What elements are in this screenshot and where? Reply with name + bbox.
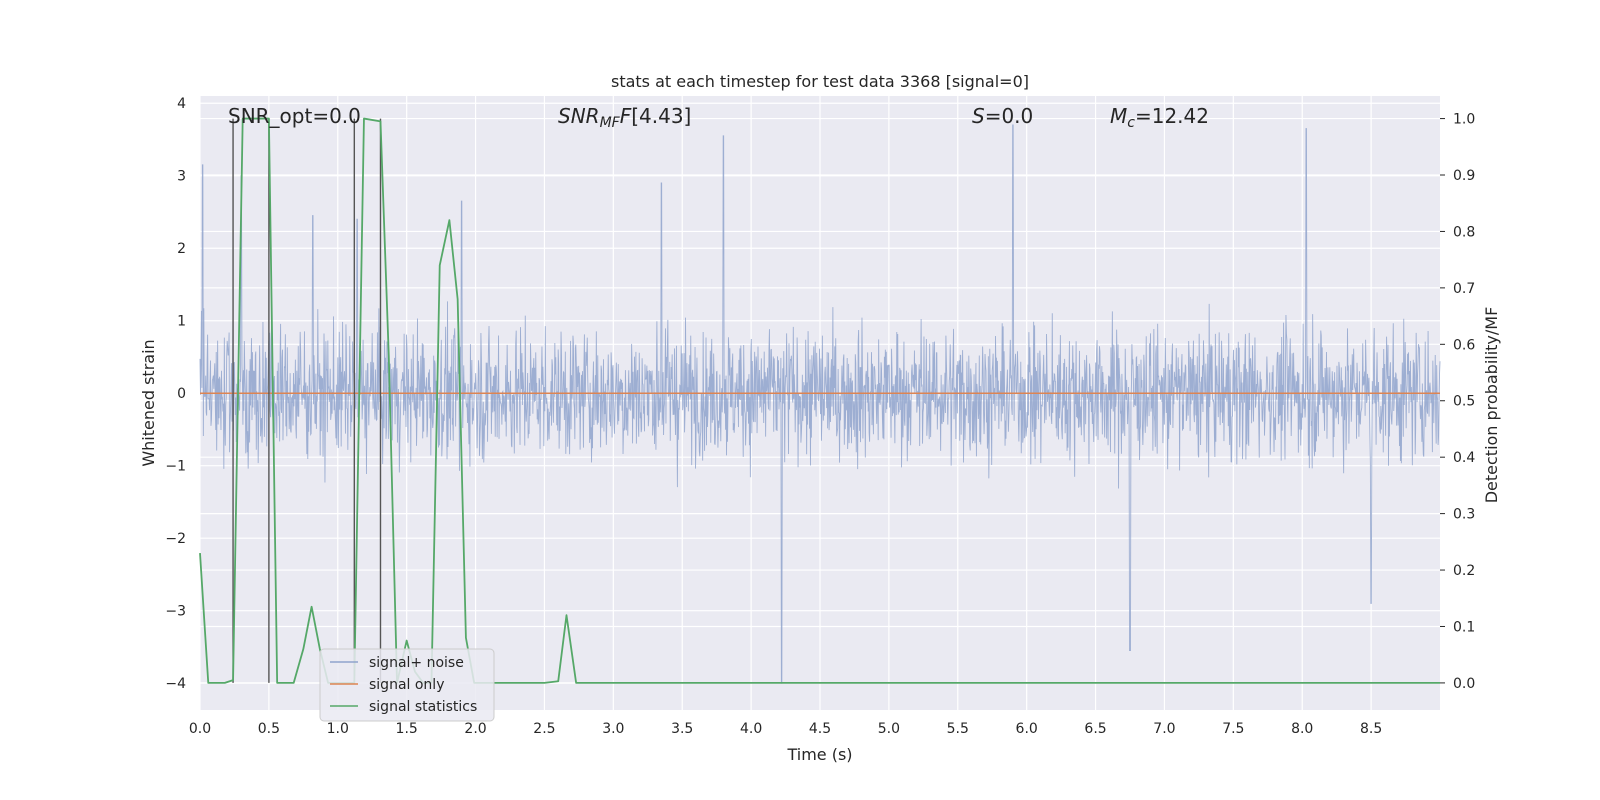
x-tick-label: 7.0 — [1153, 721, 1175, 737]
y-right-tick-label: 0.5 — [1453, 394, 1475, 410]
y-right-tick-label: 0.0 — [1453, 676, 1475, 692]
snr-mf-annotation: SNRMFF[4.43] — [558, 104, 691, 131]
y-left-tick-label: −2 — [165, 531, 186, 547]
s-value: =0.0 — [985, 104, 1034, 128]
y-left-tick-label: −4 — [165, 676, 186, 692]
y-left-tick-label: 4 — [177, 96, 186, 112]
mc-value: =12.42 — [1135, 104, 1209, 128]
y-right-tick-label: 0.6 — [1453, 337, 1475, 353]
x-tick-label: 8.5 — [1360, 721, 1382, 737]
x-tick-label: 2.5 — [533, 721, 555, 737]
y-right-tick-label: 0.4 — [1453, 450, 1475, 466]
y-right-tick-label: 1.0 — [1453, 112, 1475, 128]
x-tick-label: 5.5 — [947, 721, 969, 737]
x-tick-label: 7.5 — [1222, 721, 1244, 737]
plot-lines — [199, 117, 1440, 684]
y-left-tick-label: −3 — [165, 604, 186, 620]
y-right-tick-label: 0.1 — [1453, 619, 1475, 635]
x-tick-label: 8.0 — [1291, 721, 1313, 737]
x-tick-label: 6.5 — [1084, 721, 1106, 737]
x-axis-label: Time (s) — [786, 745, 852, 764]
y-left-tick-label: 0 — [177, 386, 186, 402]
x-tick-label: 0.5 — [258, 721, 280, 737]
snr-mf-value: [4.43] — [631, 104, 691, 128]
x-tick-label: 2.0 — [464, 721, 486, 737]
snr-opt-annotation: SNR_opt=0.0 — [228, 104, 361, 128]
s-annotation: S=0.0 — [972, 104, 1033, 128]
signal-statistics-line — [199, 117, 1440, 684]
x-tick-label: 4.5 — [809, 721, 831, 737]
legend: signal+ noise signal only signal statist… — [319, 648, 495, 722]
x-tick-label: 4.0 — [740, 721, 762, 737]
legend-label-signal-only: signal only — [369, 677, 444, 693]
y-right-tick-label: 0.2 — [1453, 563, 1475, 579]
legend-box — [319, 648, 495, 722]
signal-noise-series — [199, 124, 1441, 684]
y-left-tick-label: 1 — [177, 314, 186, 330]
x-tick-label: 3.0 — [602, 721, 624, 737]
x-tick-label: 3.5 — [671, 721, 693, 737]
y-right-tick-label: 0.8 — [1453, 224, 1475, 240]
y-right-tick-label: 0.7 — [1453, 281, 1475, 297]
y-left-tick-label: 2 — [177, 241, 186, 257]
mc-annotation: Mc=12.42 — [1110, 104, 1209, 131]
x-tick-label: 1.5 — [396, 721, 418, 737]
chart-title: stats at each timestep for test data 336… — [611, 72, 1029, 91]
axis-ticks: 0.0 0.5 1.0 1.5 2.0 2.5 3.0 3.5 4.0 4.5 5.0 5.5 6.0 6… — [165, 96, 1475, 737]
legend-label-signal-statistics: signal statistics — [369, 699, 477, 715]
y-right-tick-label: 0.3 — [1453, 507, 1475, 523]
y-axis-right-label: Detection probability/MF — [1482, 307, 1501, 504]
x-tick-label: 0.0 — [189, 721, 211, 737]
x-tick-label: 5.0 — [878, 721, 900, 737]
x-tick-label: 1.0 — [327, 721, 349, 737]
signal-noise-line — [199, 124, 1441, 684]
y-left-tick-label: 3 — [177, 169, 186, 185]
legend-label-signal-noise: signal+ noise — [369, 655, 464, 671]
y-right-tick-label: 0.9 — [1453, 168, 1475, 184]
x-tick-label: 6.0 — [1016, 721, 1038, 737]
y-axis-left-label: Whitened strain — [139, 339, 158, 466]
y-left-tick-label: −1 — [165, 459, 186, 475]
